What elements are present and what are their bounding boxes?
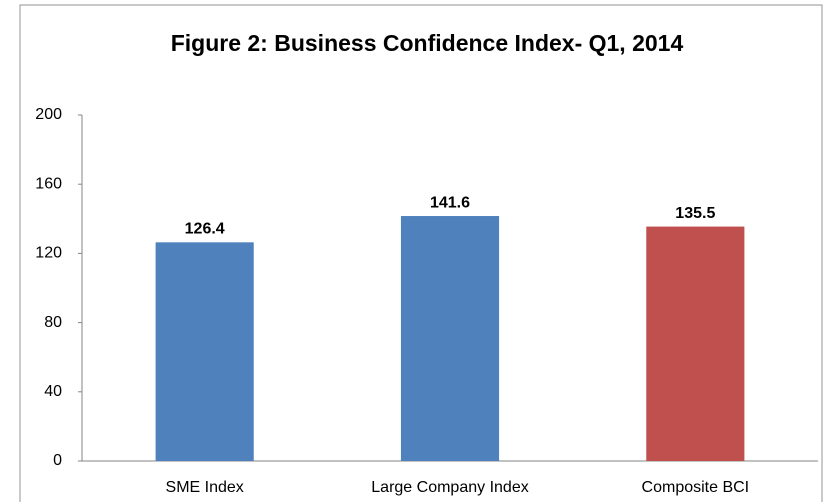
x-tick-label: Composite BCI [642,479,750,496]
bar [155,242,254,461]
chart-border [19,4,823,502]
data-label: 126.4 [185,221,225,238]
y-tick-label: 200 [35,106,62,123]
y-tick-label: 160 [35,175,62,192]
bar [646,226,745,461]
data-label: 141.6 [430,194,470,211]
y-tick-label: 120 [35,245,62,262]
y-tick-label: 80 [44,314,62,331]
x-tick-label: Large Company Index [371,479,528,496]
bar [400,216,500,461]
y-tick-label: 40 [44,383,62,400]
y-tick-label: 0 [53,452,62,469]
x-tick-label: SME Index [166,479,244,496]
chart-title: Figure 2: Business Confidence Index- Q1,… [171,30,684,56]
data-label: 135.5 [675,205,715,222]
